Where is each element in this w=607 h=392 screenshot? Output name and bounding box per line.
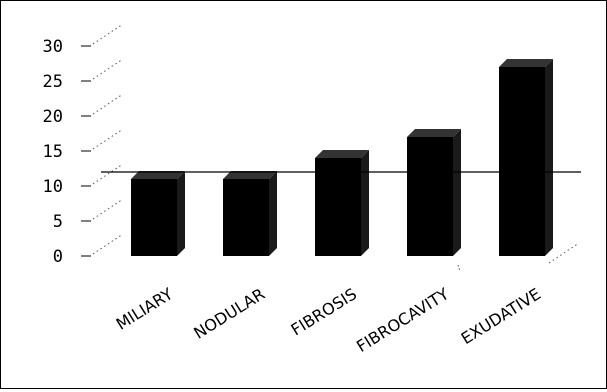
bar-front bbox=[131, 179, 177, 256]
bar-top bbox=[407, 129, 461, 137]
bar-side bbox=[269, 171, 277, 256]
bar bbox=[223, 171, 277, 256]
bar-side bbox=[453, 129, 461, 256]
y-tick-label: 15 bbox=[43, 142, 63, 162]
bar-top bbox=[223, 171, 277, 179]
bar-front bbox=[499, 67, 545, 256]
y-tick-label: 5 bbox=[53, 212, 63, 232]
y-tick-label: 10 bbox=[43, 177, 63, 197]
bar-front bbox=[223, 179, 269, 256]
y-axis: 0 5 10 15 20 25 30 bbox=[43, 23, 580, 272]
bars bbox=[131, 59, 553, 256]
bar bbox=[315, 150, 369, 256]
bar-side bbox=[361, 150, 369, 256]
y-depth-guide bbox=[92, 93, 124, 115]
x-tick-label: FIBROCAVITY bbox=[353, 284, 452, 356]
y-tick-label: 30 bbox=[43, 37, 63, 57]
y-tick-label: 25 bbox=[43, 72, 63, 92]
bar-top bbox=[131, 171, 185, 179]
bar bbox=[407, 129, 461, 256]
bar-side bbox=[545, 59, 553, 256]
bar-top bbox=[315, 150, 369, 158]
bar-front bbox=[407, 137, 453, 256]
bar-side bbox=[177, 171, 185, 256]
y-depth-guide bbox=[92, 233, 124, 255]
y-depth-guide bbox=[92, 198, 124, 220]
x-tick-label: MILIARY bbox=[113, 284, 177, 334]
floor-depth-guide bbox=[548, 242, 580, 264]
bar-front bbox=[315, 158, 361, 256]
x-tick-label: EXUDATIVE bbox=[458, 284, 544, 348]
x-tick-label: FIBROSIS bbox=[288, 284, 361, 339]
y-tick-label: 0 bbox=[53, 247, 63, 267]
y-depth-guide bbox=[92, 163, 124, 185]
y-depth-guide bbox=[92, 58, 124, 80]
y-depth-guide bbox=[92, 23, 124, 45]
bar-top bbox=[499, 59, 553, 67]
bar bbox=[499, 59, 553, 256]
y-depth-guide bbox=[92, 128, 124, 150]
bar bbox=[131, 171, 185, 256]
x-tick-label: NODULAR bbox=[190, 284, 268, 342]
y-tick-label: 20 bbox=[43, 107, 63, 127]
floor-depth-guide bbox=[457, 264, 461, 272]
